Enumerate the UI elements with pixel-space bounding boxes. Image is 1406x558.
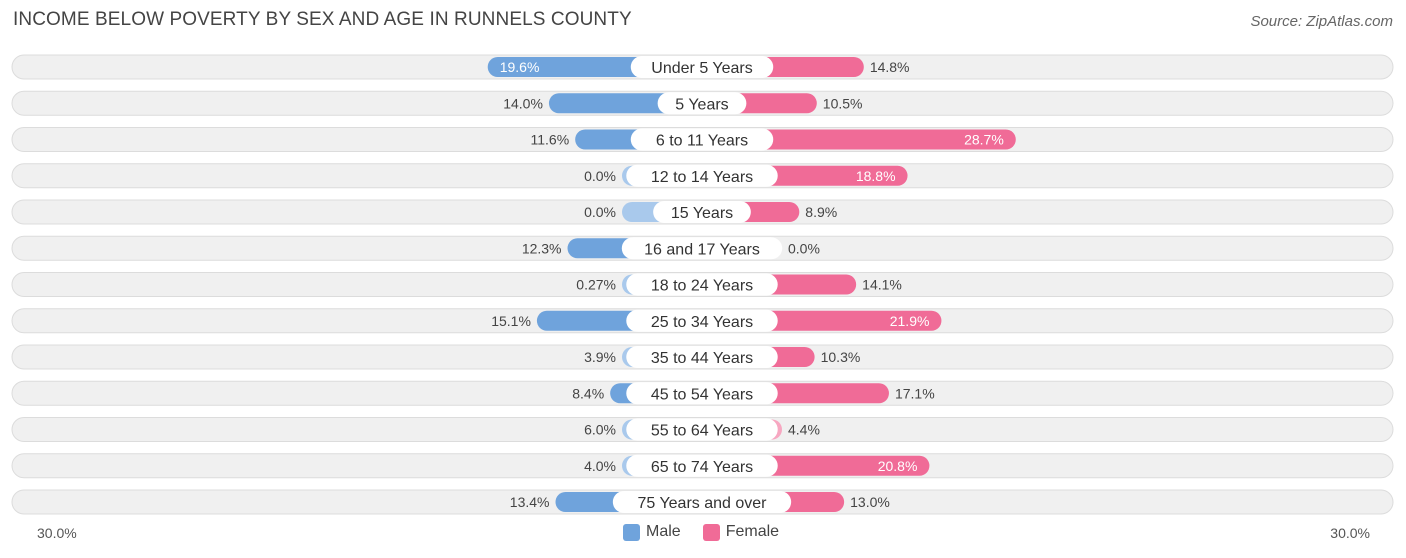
bar-row: 14.0% 10.5% 5 Years bbox=[11, 90, 1394, 116]
axis-right-label: 30.0% bbox=[1330, 525, 1370, 541]
category-label: 16 and 17 Years bbox=[644, 241, 760, 258]
category-label: 6 to 11 Years bbox=[656, 133, 748, 150]
value-label-male: 0.0% bbox=[584, 168, 616, 184]
category-pill bbox=[630, 128, 774, 151]
axis-left-label: 30.0% bbox=[37, 525, 77, 541]
value-label-male: 13.4% bbox=[510, 494, 550, 510]
category-label: 18 to 24 Years bbox=[651, 278, 753, 295]
category-label: Under 5 Years bbox=[651, 60, 752, 77]
category-pill bbox=[626, 418, 778, 441]
bar-row: 8.4% 17.1% 45 to 54 Years bbox=[11, 380, 1394, 406]
category-pill bbox=[626, 454, 778, 477]
bar-row: 15.1% 21.9% 25 to 34 Years bbox=[11, 308, 1394, 334]
category-label: 5 Years bbox=[675, 96, 728, 113]
category-label: 65 to 74 Years bbox=[651, 459, 753, 476]
value-label-male: 0.0% bbox=[584, 204, 616, 220]
legend-swatch-male bbox=[623, 523, 640, 541]
chart-title: INCOME BELOW POVERTY BY SEX AND AGE IN R… bbox=[13, 9, 632, 30]
category-label: 12 to 14 Years bbox=[651, 169, 753, 186]
category-label: 15 Years bbox=[671, 205, 733, 222]
value-label-male: 12.3% bbox=[522, 240, 562, 256]
value-label-male: 4.0% bbox=[584, 458, 616, 474]
bar-row: 19.6% 14.8% Under 5 Years bbox=[11, 54, 1394, 80]
category-label: 35 to 44 Years bbox=[651, 350, 753, 367]
legend-item-female[interactable]: Female bbox=[702, 523, 780, 541]
category-pill bbox=[626, 164, 778, 187]
category-label: 75 Years and over bbox=[638, 495, 768, 512]
value-label-female: 20.8% bbox=[878, 458, 918, 474]
legend-swatch-female bbox=[702, 523, 720, 541]
bar-row: 3.9% 10.3% 35 to 44 Years bbox=[11, 344, 1394, 370]
bar-row: 0.0% 18.8% 12 to 14 Years bbox=[11, 163, 1394, 189]
bar-row: 4.0% 20.8% 65 to 74 Years bbox=[11, 453, 1394, 479]
value-label-male: 8.4% bbox=[572, 385, 604, 401]
category-pill bbox=[653, 201, 751, 223]
category-pill bbox=[626, 273, 778, 296]
value-label-female: 14.8% bbox=[870, 59, 910, 75]
legend-label-male: Male bbox=[646, 523, 681, 540]
category-pill bbox=[612, 491, 792, 513]
category-pill bbox=[621, 237, 783, 260]
bar-row: 0.0% 8.9% 15 Years bbox=[11, 199, 1394, 225]
value-label-male: 19.6% bbox=[500, 59, 540, 75]
value-label-female: 13.0% bbox=[850, 494, 890, 510]
category-label: 55 to 64 Years bbox=[651, 423, 753, 440]
value-label-female: 18.8% bbox=[856, 168, 896, 184]
chart-plot: 19.6% 14.8% Under 5 Years 14.0% 10.5% 5 Years… bbox=[11, 54, 1394, 515]
category-pill bbox=[626, 382, 778, 405]
value-label-male: 11.6% bbox=[531, 132, 570, 148]
value-label-male: 0.27% bbox=[576, 277, 616, 293]
value-label-female: 8.9% bbox=[805, 204, 837, 220]
category-pill bbox=[626, 346, 778, 368]
legend: Male Female bbox=[623, 523, 801, 541]
category-pill bbox=[626, 309, 778, 332]
value-label-female: 14.1% bbox=[862, 277, 902, 293]
value-label-female: 28.7% bbox=[964, 132, 1004, 148]
value-label-female: 10.3% bbox=[821, 349, 861, 365]
category-label: 25 to 34 Years bbox=[651, 314, 753, 331]
value-label-female: 10.5% bbox=[823, 95, 863, 111]
bar-row: 11.6% 28.7% 6 to 11 Years bbox=[11, 127, 1394, 152]
value-label-female: 21.9% bbox=[890, 313, 930, 329]
value-label-male: 3.9% bbox=[584, 349, 616, 365]
value-label-male: 6.0% bbox=[584, 422, 616, 438]
value-label-female: 17.1% bbox=[895, 385, 935, 401]
bar-row: 6.0% 4.4% 55 to 64 Years bbox=[11, 417, 1394, 442]
legend-label-female: Female bbox=[725, 523, 780, 540]
bar-row: 0.27% 14.1% 18 to 24 Years bbox=[11, 272, 1394, 297]
source-note: Source: ZipAtlas.com bbox=[1250, 13, 1393, 30]
bar-row: 12.3% 0.0% 16 and 17 Years bbox=[11, 235, 1394, 261]
category-pill bbox=[630, 56, 774, 78]
bar-female bbox=[702, 129, 1016, 150]
category-label: 45 to 54 Years bbox=[651, 386, 753, 403]
value-label-male: 15.1% bbox=[491, 313, 531, 329]
value-label-female: 0.0% bbox=[788, 240, 820, 256]
bar-row: 13.4% 13.0% 75 Years and over bbox=[11, 489, 1394, 515]
category-pill bbox=[657, 92, 747, 115]
value-label-male: 14.0% bbox=[503, 95, 543, 111]
value-label-female: 4.4% bbox=[788, 422, 820, 438]
legend-item-male[interactable]: Male bbox=[623, 523, 681, 541]
